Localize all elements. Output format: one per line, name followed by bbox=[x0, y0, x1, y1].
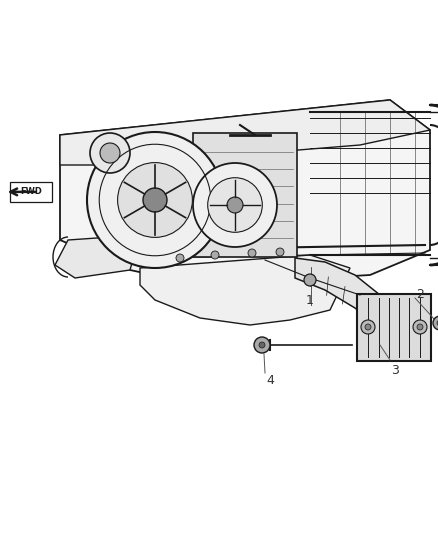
Circle shape bbox=[117, 163, 192, 237]
Circle shape bbox=[254, 337, 270, 353]
Circle shape bbox=[248, 249, 256, 257]
Circle shape bbox=[176, 254, 184, 262]
Circle shape bbox=[304, 274, 316, 286]
Text: 1: 1 bbox=[306, 294, 314, 306]
Circle shape bbox=[208, 177, 262, 232]
Circle shape bbox=[87, 132, 223, 268]
Circle shape bbox=[100, 143, 120, 163]
Text: 4: 4 bbox=[266, 374, 274, 386]
Circle shape bbox=[413, 320, 427, 334]
Text: 3: 3 bbox=[391, 364, 399, 376]
Circle shape bbox=[433, 316, 438, 330]
Circle shape bbox=[193, 163, 277, 247]
Circle shape bbox=[211, 251, 219, 259]
Circle shape bbox=[437, 320, 438, 326]
FancyBboxPatch shape bbox=[193, 133, 297, 257]
Polygon shape bbox=[55, 235, 140, 278]
Polygon shape bbox=[60, 100, 430, 165]
Polygon shape bbox=[140, 255, 350, 325]
Circle shape bbox=[365, 324, 371, 330]
Circle shape bbox=[259, 342, 265, 348]
Circle shape bbox=[90, 133, 130, 173]
Circle shape bbox=[276, 248, 284, 256]
Circle shape bbox=[361, 320, 375, 334]
Text: 2: 2 bbox=[416, 288, 424, 302]
Text: FWD: FWD bbox=[20, 188, 42, 196]
Polygon shape bbox=[60, 100, 430, 285]
Circle shape bbox=[143, 188, 167, 212]
FancyBboxPatch shape bbox=[357, 294, 431, 361]
Circle shape bbox=[417, 324, 423, 330]
Circle shape bbox=[227, 197, 243, 213]
Polygon shape bbox=[295, 258, 395, 330]
